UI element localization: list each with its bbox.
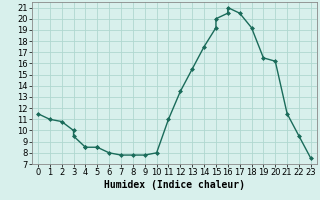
X-axis label: Humidex (Indice chaleur): Humidex (Indice chaleur) [104,180,245,190]
